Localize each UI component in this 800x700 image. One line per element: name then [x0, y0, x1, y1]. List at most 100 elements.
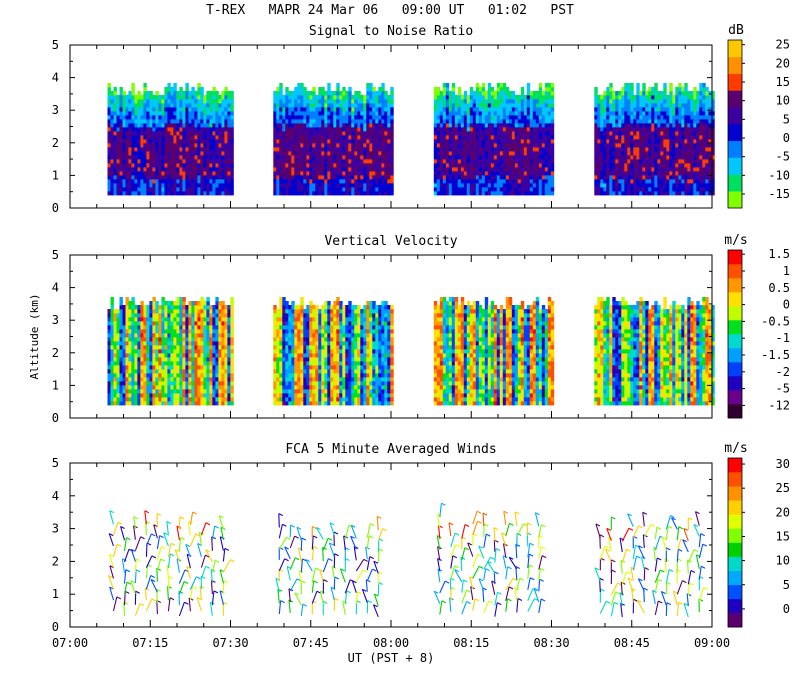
heatmap-cell [176, 103, 180, 108]
heatmap-cell [354, 167, 358, 172]
heatmap-cell [119, 191, 123, 196]
heatmap-cell [134, 179, 138, 184]
heatmap-cell [699, 191, 703, 196]
heatmap-cell [372, 151, 376, 156]
heatmap-cell [134, 309, 138, 314]
heatmap-cell [158, 393, 162, 398]
heatmap-cell [621, 135, 625, 140]
heatmap-cell [345, 99, 349, 104]
heatmap-cell [140, 171, 144, 176]
heatmap-cell [300, 115, 304, 120]
heatmap-cell [600, 131, 604, 136]
heatmap-cell [285, 87, 289, 92]
heatmap-cell [523, 135, 528, 140]
heatmap-cell [454, 107, 459, 112]
heatmap-cell [550, 187, 555, 192]
heatmap-cell [547, 163, 552, 168]
heatmap-cell [273, 91, 277, 96]
heatmap-cell [615, 159, 619, 164]
heatmap-cell [633, 127, 637, 132]
heatmap-cell [505, 155, 510, 160]
heatmap-cell [188, 147, 192, 152]
heatmap-cell [179, 131, 183, 136]
heatmap-cell [119, 155, 123, 160]
heatmap-cell [442, 183, 447, 188]
heatmap-cell [600, 123, 604, 128]
heatmap-cell [657, 179, 661, 184]
heatmap-cell [119, 349, 123, 354]
heatmap-cell [366, 171, 370, 176]
heatmap-cell [505, 87, 510, 92]
heatmap-cell [541, 115, 546, 120]
heatmap-cell [294, 115, 298, 120]
heatmap-cell [594, 123, 598, 128]
heatmap-cell [633, 147, 637, 152]
heatmap-cell [454, 139, 459, 144]
heatmap-cell [538, 99, 543, 104]
heatmap-cell [705, 135, 709, 140]
heatmap-cell [149, 301, 153, 306]
heatmap-cell [511, 115, 516, 120]
heatmap-cell [606, 139, 610, 144]
heatmap-cell [487, 127, 492, 132]
heatmap-cell [134, 317, 138, 322]
heatmap-cell [300, 151, 304, 156]
heatmap-cell [687, 91, 691, 96]
heatmap-cell [113, 135, 117, 140]
heatmap-cell [366, 103, 370, 108]
heatmap-cell [309, 91, 313, 96]
heatmap-cell [327, 167, 331, 172]
heatmap-cell [451, 187, 456, 192]
heatmap-cell [363, 123, 367, 128]
heatmap-cell [484, 179, 489, 184]
heatmap-cell [657, 91, 661, 96]
heatmap-cell [603, 115, 607, 120]
heatmap-cell [324, 135, 328, 140]
heatmap-cell [523, 95, 528, 100]
heatmap-cell [155, 171, 159, 176]
heatmap-cell [687, 175, 691, 180]
heatmap-cell [627, 171, 631, 176]
heatmap-cell [279, 167, 283, 172]
heatmap-cell [690, 167, 694, 172]
heatmap-cell [146, 183, 150, 188]
heatmap-cell [182, 179, 186, 184]
heatmap-cell [170, 377, 174, 382]
heatmap-cell [158, 381, 162, 386]
heatmap-cell [457, 91, 462, 96]
heatmap-cell [200, 143, 204, 148]
heatmap-cell [324, 187, 328, 192]
heatmap-cell [603, 111, 607, 116]
heatmap-cell [687, 179, 691, 184]
heatmap-cell [158, 191, 162, 196]
heatmap-cell [333, 107, 337, 112]
heatmap-cell [179, 103, 183, 108]
heatmap-cell [179, 159, 183, 164]
heatmap-cell [378, 111, 382, 116]
heatmap-cell [167, 111, 171, 116]
heatmap-cell [116, 127, 120, 132]
heatmap-cell [143, 107, 147, 112]
heatmap-cell [508, 135, 513, 140]
heatmap-cell [684, 187, 688, 192]
heatmap-cell [288, 163, 292, 168]
heatmap-cell [137, 155, 141, 160]
heatmap-cell [693, 139, 697, 144]
heatmap-cell [496, 175, 501, 180]
heatmap-cell [152, 183, 156, 188]
heatmap-cell [113, 107, 117, 112]
heatmap-cell [146, 321, 150, 326]
heatmap-cell [194, 175, 198, 180]
heatmap-cell [642, 135, 646, 140]
heatmap-cell [357, 183, 361, 188]
heatmap-cell [375, 175, 379, 180]
heatmap-cell [155, 361, 159, 366]
heatmap-cell [696, 167, 700, 172]
heatmap-cell [318, 119, 322, 124]
heatmap-cell [624, 111, 628, 116]
heatmap-cell [475, 127, 480, 132]
heatmap-cell [116, 171, 120, 176]
heatmap-cell [200, 135, 204, 140]
heatmap-cell [321, 87, 325, 92]
heatmap-cell [134, 377, 138, 382]
